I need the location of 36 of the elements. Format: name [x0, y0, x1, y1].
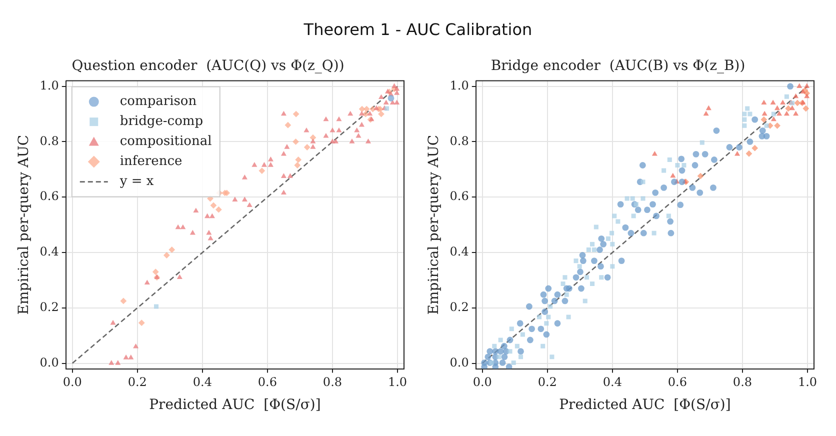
x-tick-label: 0.8: [322, 375, 342, 390]
x-tick-label: 0.2: [128, 375, 147, 390]
y-axis-title: Empirical per-query AUC: [426, 134, 442, 315]
x-tick-label: 1.0: [388, 375, 408, 390]
x-tick-label: 0.6: [258, 375, 277, 390]
y-tick-label: 1.0: [40, 78, 59, 92]
y-tick-label: 0.2: [450, 300, 469, 314]
y-tick-label: 0.4: [40, 244, 60, 259]
x-tick-label: 0.0: [62, 375, 82, 390]
x-tick-label: 1.0: [798, 375, 818, 390]
x-axis-title: Predicted AUC [Φ(S/σ)]: [149, 397, 321, 414]
y-tick-label: 0.0: [40, 355, 59, 370]
y-tick-label: 0.8: [450, 134, 469, 148]
x-tick-label: 0.4: [602, 375, 622, 390]
legend-label: y = x: [118, 174, 154, 190]
x-tick-label: 0.6: [668, 375, 687, 390]
x-tick-label: 0.4: [192, 375, 212, 390]
chart-title: Question encoder (AUC(Q) vs Φ(z_Q)): [72, 58, 344, 74]
text: Theorem 1 - AUC Calibration: [304, 20, 532, 38]
y-tick-label: 0.2: [40, 300, 59, 314]
x-tick-label: 0.8: [732, 375, 752, 390]
x-axis-title: Predicted AUC [Φ(S/σ)]: [559, 397, 731, 414]
chart-title: Bridge encoder (AUC(B) vs Φ(z_B)): [490, 58, 746, 74]
legend-label: inference: [120, 154, 182, 170]
legend-label: bridge-comp: [120, 114, 204, 130]
y-tick-label: 0.6: [40, 189, 59, 204]
y-tick-label: 1.0: [450, 78, 469, 92]
y-axis-title: Empirical per-query AUC: [16, 134, 32, 315]
y-tick-label: 0.6: [450, 189, 469, 204]
x-tick-label: 0.0: [472, 375, 492, 390]
legend-label: comparison: [120, 94, 198, 110]
y-tick-label: 0.4: [450, 244, 470, 259]
y-tick-label: 0.8: [40, 134, 59, 148]
legend-label: compositional: [120, 134, 212, 150]
y-tick-label: 0.0: [450, 355, 469, 370]
x-tick-label: 0.2: [538, 375, 557, 390]
